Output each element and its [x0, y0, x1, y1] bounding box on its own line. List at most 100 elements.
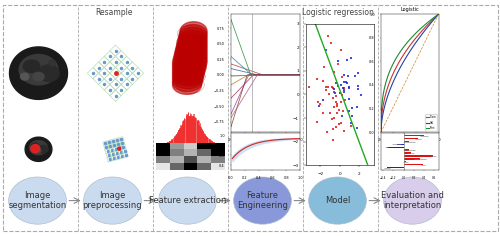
Polygon shape	[176, 39, 207, 58]
Polygon shape	[176, 36, 207, 55]
Polygon shape	[179, 27, 207, 46]
Point	[332, 81, 340, 85]
Bar	[397, 144, 404, 145]
Ellipse shape	[158, 177, 216, 224]
Text: Feature
Engineering: Feature Engineering	[237, 191, 288, 210]
Polygon shape	[172, 56, 206, 75]
Point	[343, 58, 351, 61]
Point	[322, 48, 330, 52]
Point	[316, 102, 324, 105]
Polygon shape	[178, 33, 207, 52]
Bar	[404, 158, 420, 160]
Ellipse shape	[8, 177, 66, 224]
Point	[347, 122, 355, 125]
Point	[336, 109, 344, 112]
Point	[340, 80, 348, 84]
Polygon shape	[30, 141, 48, 155]
Polygon shape	[172, 59, 206, 77]
Point	[306, 86, 314, 89]
Point	[313, 120, 321, 124]
Polygon shape	[19, 55, 58, 85]
Point	[320, 66, 328, 69]
Ellipse shape	[84, 177, 141, 224]
Legend: Train, Val, Test: Train, Val, Test	[425, 114, 437, 131]
Bar	[404, 152, 410, 154]
Point	[345, 86, 353, 90]
Polygon shape	[176, 42, 207, 60]
Text: Logistic: Logistic	[400, 7, 419, 12]
Point	[330, 105, 338, 109]
Point	[316, 104, 324, 108]
Text: Logistic regression: Logistic regression	[302, 8, 374, 17]
Point	[337, 83, 345, 87]
Polygon shape	[174, 50, 207, 69]
Point	[334, 62, 342, 65]
Point	[335, 122, 343, 126]
Point	[354, 87, 362, 91]
Point	[328, 85, 336, 89]
Point	[330, 87, 338, 91]
Bar	[404, 135, 424, 136]
Point	[330, 70, 338, 73]
Text: Resample: Resample	[95, 8, 133, 17]
Point	[332, 100, 340, 104]
Bar	[387, 167, 404, 168]
Point	[348, 114, 356, 118]
Point	[329, 127, 337, 131]
Point	[336, 101, 344, 104]
Point	[344, 85, 352, 88]
Polygon shape	[38, 145, 48, 153]
Point	[340, 90, 347, 94]
Point	[318, 79, 326, 82]
Point	[340, 73, 347, 77]
Bar	[404, 138, 418, 139]
Point	[337, 121, 345, 124]
Polygon shape	[180, 25, 207, 43]
Point	[329, 86, 337, 90]
Point	[343, 81, 351, 85]
Point	[340, 87, 348, 90]
Text: Image
segmentation: Image segmentation	[8, 191, 66, 210]
Polygon shape	[172, 70, 203, 89]
Text: Evaluation and
interpretation: Evaluation and interpretation	[381, 191, 444, 210]
Point	[328, 41, 336, 45]
Polygon shape	[49, 60, 56, 66]
Point	[314, 100, 322, 104]
Point	[332, 94, 340, 98]
Point	[320, 98, 328, 102]
Point	[352, 74, 360, 78]
Point	[333, 102, 341, 106]
Point	[324, 34, 332, 38]
Ellipse shape	[308, 177, 366, 224]
Point	[333, 104, 341, 108]
Point	[346, 97, 354, 101]
Point	[338, 114, 345, 118]
Polygon shape	[32, 143, 39, 149]
Point	[320, 111, 328, 115]
Point	[348, 124, 356, 127]
Point	[323, 131, 331, 134]
Point	[334, 84, 342, 88]
Polygon shape	[180, 22, 207, 41]
Bar	[386, 147, 404, 148]
Point	[330, 96, 338, 100]
Point	[332, 126, 340, 129]
Polygon shape	[172, 61, 205, 80]
Text: Feature extraction: Feature extraction	[149, 196, 226, 205]
Point	[326, 111, 334, 115]
Polygon shape	[172, 53, 207, 72]
Bar	[404, 164, 423, 165]
Point	[336, 91, 344, 95]
Bar	[404, 155, 434, 157]
Polygon shape	[174, 47, 207, 66]
Point	[330, 116, 338, 120]
Polygon shape	[174, 44, 207, 63]
Point	[338, 75, 346, 79]
Polygon shape	[36, 149, 41, 153]
Polygon shape	[10, 47, 68, 99]
Polygon shape	[24, 60, 40, 72]
Bar	[404, 141, 408, 142]
Point	[333, 112, 341, 115]
Point	[342, 98, 349, 101]
Polygon shape	[33, 72, 44, 81]
